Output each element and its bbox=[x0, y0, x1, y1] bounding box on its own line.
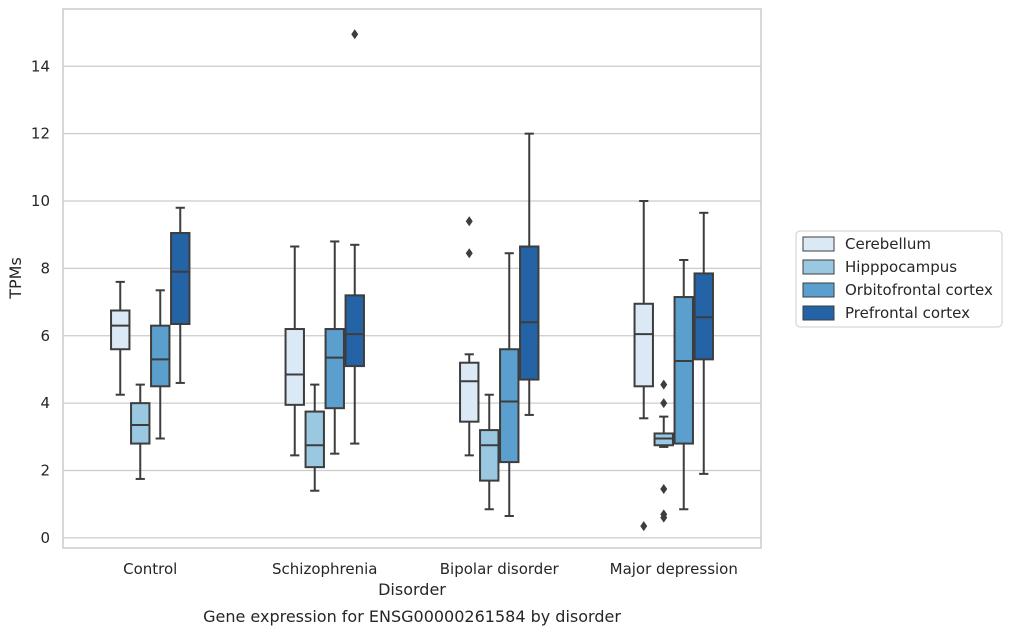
y-tick-label: 12 bbox=[31, 125, 50, 143]
outlier-point bbox=[660, 379, 668, 390]
box-iqr bbox=[499, 348, 520, 464]
outlier-point bbox=[465, 248, 473, 259]
box-cerebellum bbox=[633, 200, 654, 532]
outlier-point bbox=[351, 29, 359, 40]
box-orbitofrontal-cortex bbox=[150, 289, 171, 440]
y-tick-label: 2 bbox=[40, 462, 50, 480]
outlier-point bbox=[660, 398, 668, 409]
box-cerebellum bbox=[110, 280, 131, 396]
x-tick-label: Bipolar disorder bbox=[440, 560, 560, 578]
legend-swatch bbox=[802, 305, 835, 321]
box-prefrontal-cortex bbox=[170, 206, 191, 384]
outlier-point bbox=[640, 521, 648, 532]
box-prefrontal-cortex bbox=[693, 211, 714, 475]
box-iqr bbox=[284, 328, 305, 406]
legend: Cerebellum Hipppocampus Orbitofrontal cort… bbox=[795, 230, 1003, 328]
x-tick-label: Major depression bbox=[610, 560, 738, 578]
y-tick-label: 14 bbox=[31, 57, 50, 75]
box-hipppocampus bbox=[653, 379, 674, 523]
plot-frame bbox=[62, 8, 762, 549]
box-orbitofrontal-cortex bbox=[324, 240, 345, 455]
box-iqr bbox=[344, 294, 365, 368]
box-iqr bbox=[459, 361, 480, 423]
x-tick-label: Schizophrenia bbox=[272, 560, 377, 578]
boxes bbox=[110, 29, 714, 532]
box-cerebellum bbox=[284, 245, 305, 457]
y-tick-label: 4 bbox=[40, 394, 50, 412]
box-prefrontal-cortex bbox=[519, 132, 540, 416]
legend-label: Hipppocampus bbox=[845, 258, 957, 276]
chart-caption: Gene expression for ENSG00000261584 by d… bbox=[203, 607, 621, 626]
box-iqr bbox=[633, 302, 654, 388]
box-iqr bbox=[304, 410, 325, 469]
box-hipppocampus bbox=[479, 393, 500, 511]
y-tick-label: 6 bbox=[40, 327, 50, 345]
gridlines bbox=[63, 65, 761, 539]
y-tick-label: 8 bbox=[40, 259, 50, 277]
box-hipppocampus bbox=[304, 383, 325, 492]
box-iqr bbox=[150, 324, 171, 388]
box-iqr bbox=[519, 245, 540, 381]
box-iqr bbox=[479, 429, 500, 482]
legend-frame bbox=[795, 230, 1003, 328]
box-iqr bbox=[110, 309, 131, 351]
outlier-point bbox=[465, 216, 473, 227]
x-axis-label: Disorder bbox=[378, 580, 446, 599]
box-iqr bbox=[130, 402, 151, 445]
y-tick-labels: 0 2 4 6 8 10 12 14 bbox=[31, 57, 50, 547]
legend-swatch bbox=[802, 259, 835, 275]
outlier-point bbox=[660, 509, 668, 520]
x-tick-label: Control bbox=[123, 560, 177, 578]
outlier-point bbox=[660, 484, 668, 495]
box-prefrontal-cortex bbox=[344, 29, 365, 445]
legend-label: Prefrontal cortex bbox=[845, 304, 970, 322]
legend-label: Cerebellum bbox=[845, 235, 931, 253]
box-orbitofrontal-cortex bbox=[673, 258, 694, 511]
box-iqr bbox=[673, 296, 694, 445]
legend-swatch bbox=[802, 282, 835, 298]
x-tick-labels: Control Schizophrenia Bipolar disorder Majo… bbox=[123, 560, 738, 578]
box-hipppocampus bbox=[130, 383, 151, 480]
legend-swatch bbox=[802, 236, 835, 252]
y-tick-label: 0 bbox=[40, 529, 50, 547]
box-iqr bbox=[324, 328, 345, 410]
legend-label: Orbitofrontal cortex bbox=[845, 281, 993, 299]
box-iqr bbox=[170, 232, 191, 325]
box-cerebellum bbox=[459, 216, 480, 457]
y-axis-label: TPMs bbox=[6, 257, 25, 300]
y-tick-label: 10 bbox=[31, 192, 50, 210]
box-orbitofrontal-cortex bbox=[499, 252, 520, 517]
